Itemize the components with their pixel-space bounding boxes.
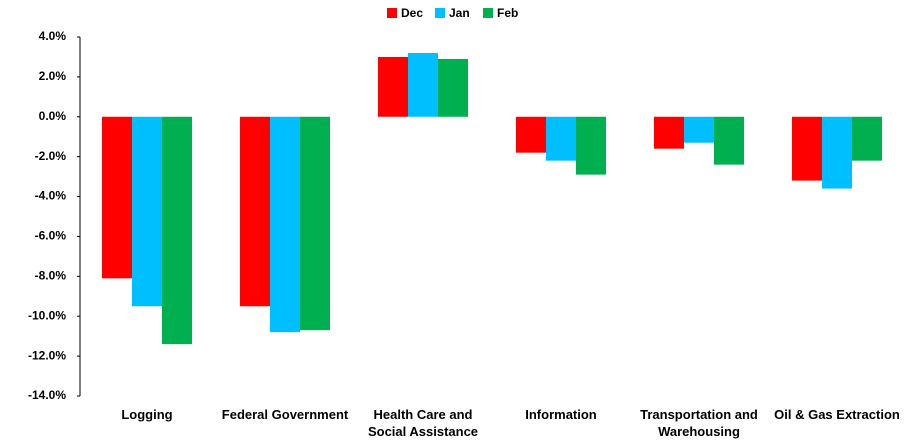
legend-label: Feb: [497, 6, 518, 20]
bar: [852, 116, 882, 161]
bar: [240, 116, 270, 307]
x-tick-label: Information: [525, 407, 597, 422]
bar: [792, 116, 822, 181]
bar: [270, 116, 300, 333]
bar: [132, 116, 162, 307]
legend-label: Jan: [449, 6, 470, 20]
bar: [162, 116, 192, 345]
bar: [516, 116, 546, 153]
bar: [654, 116, 684, 149]
y-tick-label: -8.0%: [35, 269, 67, 283]
y-tick-label: -10.0%: [28, 308, 66, 322]
y-tick-label: -4.0%: [35, 189, 67, 203]
x-tick-label: Oil & Gas Extraction: [774, 407, 900, 422]
bar: [714, 116, 744, 165]
bar: [438, 58, 468, 117]
legend-swatch: [435, 8, 445, 18]
x-tick-label: Federal Government: [221, 407, 349, 422]
legend-label: Dec: [401, 6, 423, 20]
y-tick-label: 0.0%: [39, 109, 67, 123]
bar: [102, 116, 132, 279]
bar: [684, 116, 714, 143]
legend-swatch: [387, 8, 397, 18]
y-tick-label: -14.0%: [28, 388, 66, 402]
y-tick-label: 2.0%: [39, 69, 67, 83]
x-tick-label: Logging: [121, 407, 173, 422]
bar: [300, 116, 330, 331]
x-tick-label: Transportation and Warehousing: [640, 407, 758, 439]
y-tick-label: -12.0%: [28, 348, 66, 362]
y-tick-label: -2.0%: [35, 149, 67, 163]
legend-swatch: [483, 8, 493, 18]
y-tick-label: 4.0%: [39, 29, 67, 43]
bar: [378, 56, 408, 117]
bar: [408, 52, 438, 117]
bar: [822, 116, 852, 189]
y-tick-label: -6.0%: [35, 229, 67, 243]
bar: [546, 116, 576, 161]
bar: [576, 116, 606, 175]
x-tick-label: Health Care and Social Assistance: [367, 407, 479, 439]
